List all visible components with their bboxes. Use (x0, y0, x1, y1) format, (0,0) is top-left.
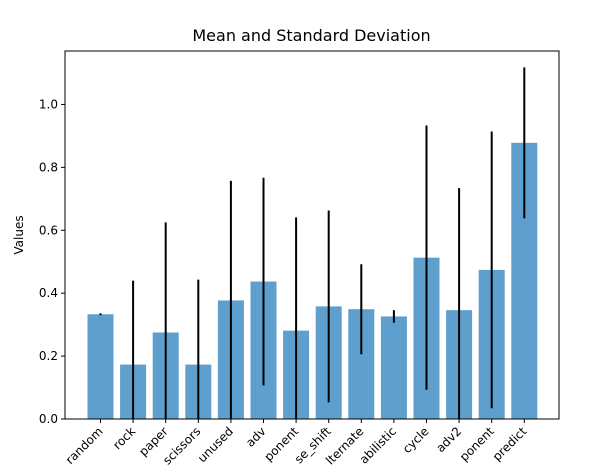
y-axis-label: Values (12, 215, 26, 254)
bar (380, 316, 407, 419)
x-tick-label: unused (195, 424, 236, 465)
chart-title: Mean and Standard Deviation (192, 26, 430, 45)
x-tick-label: adv (243, 424, 269, 450)
bar (87, 314, 114, 419)
x-tick-label: ponent (457, 424, 497, 464)
bars-group (87, 142, 538, 420)
y-tick-label: 0.6 (39, 223, 58, 237)
plot-frame (64, 50, 560, 420)
y-tick-label: 0.4 (39, 286, 58, 300)
x-tick-label: random (63, 424, 106, 467)
x-tick-label: abilistic (357, 424, 399, 466)
y-axis: 0.0 0.2 0.4 0.6 0.8 1.0 (39, 97, 65, 426)
y-tick-label: 0.0 (39, 412, 58, 426)
error-bars-group (99, 67, 526, 419)
x-tick-label: rock (110, 424, 138, 452)
x-tick-label: predict (490, 424, 530, 464)
x-tick-label: cycle (400, 424, 432, 456)
y-tick-label: 0.2 (39, 349, 58, 363)
y-tick-label: 1.0 (39, 97, 58, 111)
y-tick-label: 0.8 (39, 160, 58, 174)
